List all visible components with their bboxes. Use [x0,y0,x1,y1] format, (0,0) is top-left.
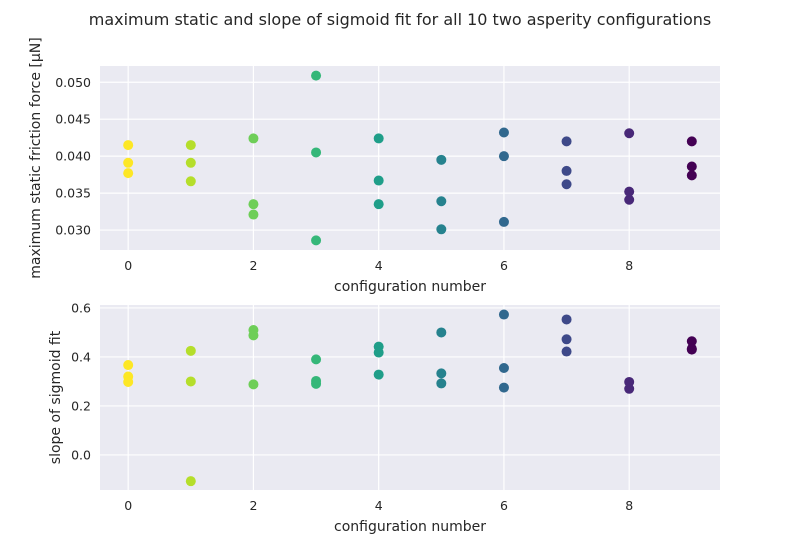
data-point [248,133,259,144]
x-tick-label: 2 [249,498,257,513]
data-point [123,140,134,151]
data-point [624,194,635,205]
plot-area [100,305,720,490]
data-point [436,378,447,389]
data-point [686,344,697,355]
y-tick-label: 0.050 [55,75,91,90]
data-point [185,140,196,151]
data-point [624,186,635,197]
x-tick-label: 8 [625,498,633,513]
data-point [248,209,259,220]
data-point [624,383,635,394]
x-tick-label: 6 [500,498,508,513]
data-point [373,347,384,358]
data-point [498,127,509,138]
y-tick-label: 0.040 [55,149,91,164]
data-point [185,345,196,356]
data-point [436,327,447,338]
data-point [123,157,134,168]
data-point [311,235,322,246]
data-point [561,136,572,147]
data-point [248,330,259,341]
data-point [123,360,134,371]
data-point [185,476,196,487]
data-point [185,376,196,387]
data-point [311,147,322,158]
x-tick-label: 0 [124,258,132,273]
y-axis-label: maximum static friction force [μN] [28,37,44,278]
x-tick-label: 4 [375,258,383,273]
data-point [498,151,509,162]
x-tick-label: 4 [375,498,383,513]
data-point [686,170,697,181]
data-point [624,128,635,139]
data-point [311,378,322,389]
data-point [624,376,635,387]
data-point [373,369,384,380]
data-point [436,154,447,165]
x-axis-label: configuration number [334,519,486,535]
x-tick-label: 0 [124,498,132,513]
data-point [185,176,196,187]
y-tick-label: 0.045 [55,112,91,127]
x-tick-label: 6 [500,258,508,273]
data-point [498,382,509,393]
data-point [248,379,259,390]
data-point [561,179,572,190]
y-tick-label: 0.4 [71,349,91,364]
data-point [436,368,447,379]
data-point [123,376,134,387]
y-tick-label: 0.6 [71,300,91,315]
plot-area [100,66,720,250]
y-tick-label: 0.035 [55,186,91,201]
data-point [498,309,509,320]
data-point [185,157,196,168]
data-point [561,346,572,357]
static-friction-panel: 0 2 4 6 8 0.030 0.035 0.040 0.045 0.050 configurat… [28,37,720,295]
data-point [498,362,509,373]
data-point [686,136,697,147]
data-point [561,314,572,325]
x-tick-label: 8 [625,258,633,273]
y-tick-label: 0.030 [55,223,91,238]
data-point [436,196,447,207]
data-point [686,336,697,347]
sigmoid-slope-panel: 0 2 4 6 8 0.0 0.2 0.4 0.6 configuration number slo… [48,300,720,535]
data-point [436,224,447,235]
y-tick-label: 0.2 [71,398,91,413]
data-point [561,165,572,176]
y-axis-label: slope of sigmoid fit [48,330,64,464]
data-point [123,168,134,179]
data-point [311,354,322,365]
data-point [311,70,322,81]
data-point [373,199,384,210]
data-point [248,199,259,210]
y-tick-label: 0.0 [71,447,91,462]
figure-title: maximum static and slope of sigmoid fit … [89,10,712,29]
data-point [373,133,384,144]
data-point [561,334,572,345]
x-axis-label: configuration number [334,279,486,295]
data-point [498,216,509,227]
data-point [686,161,697,172]
x-tick-label: 2 [249,258,257,273]
data-point [373,175,384,186]
